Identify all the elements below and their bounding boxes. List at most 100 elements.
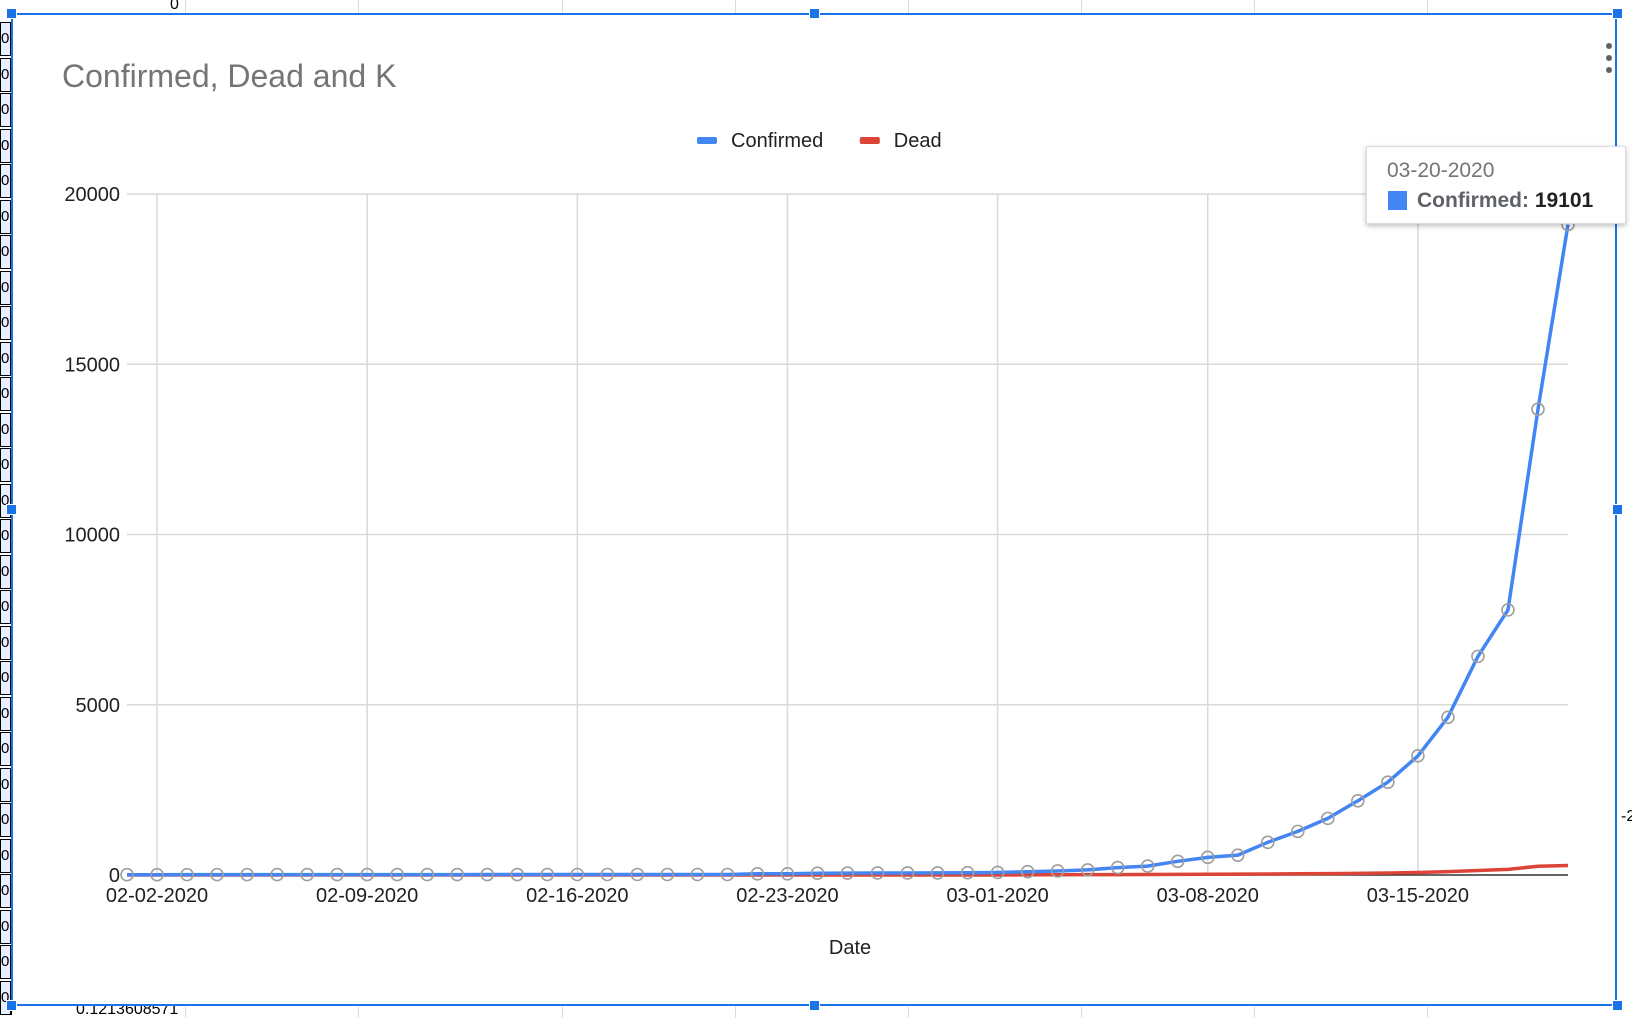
right-cell-strip: -2 <box>1617 0 1632 1018</box>
y-tick-label: 5000 <box>76 695 121 717</box>
point-marker-confirmed <box>870 866 885 880</box>
y-tick-label: 20000 <box>64 184 120 206</box>
resize-handle-bottom-middle[interactable] <box>809 1000 820 1011</box>
column-gridline <box>735 1006 736 1018</box>
chart-container[interactable] <box>11 13 1617 1006</box>
point-marker-confirmed <box>1260 835 1275 850</box>
point-marker-confirmed <box>420 867 435 882</box>
point-marker-confirmed <box>1411 749 1425 763</box>
column-gridline <box>185 0 186 13</box>
column-gridline <box>735 0 736 13</box>
x-tick-label: 02-02-2020 <box>106 885 208 907</box>
column-gridline <box>358 0 359 13</box>
column-gridline <box>1081 0 1082 13</box>
point-marker-confirmed <box>450 867 465 882</box>
tooltip-series-line: Confirmed: 19101 <box>1417 189 1594 212</box>
column-gridline <box>1427 1006 1428 1018</box>
point-marker-confirmed <box>1441 710 1455 725</box>
resize-handle-top-middle[interactable] <box>809 8 820 19</box>
point-marker-confirmed <box>150 867 164 882</box>
resize-handle-top-right[interactable] <box>1612 8 1623 19</box>
point-marker-confirmed <box>720 867 735 882</box>
resize-handle-middle-left[interactable] <box>6 504 17 515</box>
x-tick-label: 02-09-2020 <box>316 885 418 907</box>
point-marker-confirmed <box>1140 859 1155 873</box>
resize-handle-middle-right[interactable] <box>1612 504 1623 515</box>
point-marker-confirmed <box>300 867 314 882</box>
chart-title: Confirmed, Dead and K <box>62 58 397 94</box>
grid-layer <box>127 193 1568 875</box>
resize-handle-bottom-right[interactable] <box>1612 1000 1623 1011</box>
point-marker-confirmed <box>990 865 1005 880</box>
point-marker-confirmed <box>1110 860 1125 875</box>
legend-label-confirmed: Confirmed <box>731 130 823 152</box>
x-tick-label: 03-01-2020 <box>946 885 1048 907</box>
x-axis-label: Date <box>829 937 871 959</box>
point-marker-confirmed <box>1531 402 1545 416</box>
point-marker-confirmed <box>1351 794 1365 808</box>
point-marker-confirmed <box>270 867 284 882</box>
point-marker-confirmed <box>840 866 855 880</box>
column-gridline <box>562 1006 563 1018</box>
point-marker-confirmed <box>1230 848 1245 862</box>
column-gridline <box>908 0 909 13</box>
point-marker-confirmed <box>1381 775 1395 789</box>
series-layer <box>120 217 1575 882</box>
point-marker-confirmed <box>1321 811 1335 826</box>
point-marker-confirmed <box>570 867 585 882</box>
point-marker-confirmed <box>240 867 254 882</box>
column-gridline <box>908 1006 909 1018</box>
resize-handle-top-left[interactable] <box>6 8 17 19</box>
legend-label-dead: Dead <box>894 130 942 152</box>
y-tick-label: 0 <box>109 865 120 887</box>
point-marker-confirmed <box>1291 824 1305 839</box>
point-marker-confirmed <box>660 867 675 882</box>
point-marker-confirmed <box>600 867 615 882</box>
point-marker-confirmed <box>630 867 645 882</box>
column-gridline <box>562 0 563 13</box>
point-marker-confirmed <box>1471 649 1485 664</box>
point-marker-confirmed <box>120 867 134 882</box>
top-cell-value[interactable]: 0 <box>170 0 179 13</box>
legend: Confirmed Dead <box>697 130 942 152</box>
point-marker-confirmed <box>210 867 224 882</box>
point-marker-confirmed <box>960 865 975 880</box>
resize-handle-bottom-left[interactable] <box>6 1000 17 1011</box>
point-marker-confirmed <box>810 866 825 880</box>
point-marker-confirmed <box>1501 603 1515 617</box>
point-marker-confirmed <box>690 867 705 882</box>
point-marker-confirmed <box>360 867 374 882</box>
y-tick-label: 10000 <box>64 525 120 547</box>
point-marker-confirmed <box>1080 863 1095 877</box>
point-marker-confirmed <box>750 867 765 881</box>
right-edge-fragment: -2 <box>1621 808 1632 825</box>
series-line-confirmed <box>127 224 1570 877</box>
tooltip-value: 19101 <box>1534 189 1594 212</box>
tooltip-series-swatch <box>1388 191 1407 210</box>
column-gridline <box>1081 1006 1082 1018</box>
more-vert-icon[interactable] <box>1601 41 1617 75</box>
point-marker-confirmed <box>510 867 525 882</box>
x-tick-label: 02-16-2020 <box>526 885 628 907</box>
column-gridline <box>1254 1006 1255 1018</box>
point-marker-confirmed <box>1050 864 1065 878</box>
x-tick-label: 03-15-2020 <box>1367 885 1469 907</box>
point-marker-confirmed <box>180 867 194 882</box>
point-marker-confirmed <box>330 867 344 882</box>
column-gridline <box>185 1006 186 1018</box>
y-tick-label: 15000 <box>64 354 120 376</box>
column-gridline <box>1254 0 1255 13</box>
point-marker-confirmed <box>390 867 404 882</box>
point-marker-confirmed <box>930 866 945 880</box>
point-marker-confirmed <box>1020 864 1035 879</box>
column-gridline <box>1427 0 1428 13</box>
point-marker-confirmed <box>1170 854 1185 869</box>
tooltip-series-name: Confirmed <box>1417 189 1522 212</box>
axis-layer: 0 5000 10000 15000 20000 02-02-2020 02-09-2020… <box>64 184 1568 907</box>
data-tooltip: 03-20-2020 Confirmed: 19101 <box>1366 146 1626 224</box>
tooltip-date: 03-20-2020 <box>1387 159 1495 182</box>
point-marker-confirmed <box>900 866 915 880</box>
point-marker-confirmed <box>1200 850 1215 865</box>
